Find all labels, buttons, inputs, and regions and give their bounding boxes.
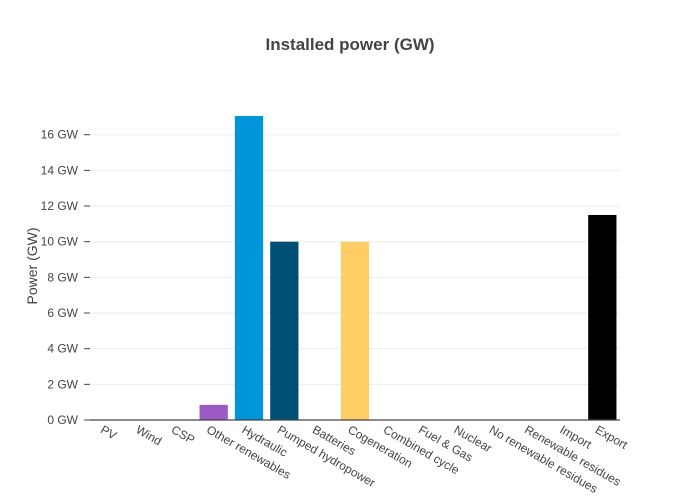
x-tick-label: Export: [593, 422, 631, 452]
x-tick-label: CSP: [169, 422, 197, 446]
y-tick-label: 0 GW: [47, 413, 78, 427]
x-tick-labels: PV Wind CSP Other renewablesHydraulicPumped…: [98, 422, 630, 495]
bars: [199, 116, 617, 420]
y-tick-label: 8 GW: [47, 270, 78, 284]
x-tick-label: PV: [98, 422, 119, 442]
x-tick-label: Wind: [134, 422, 165, 448]
bar-export[interactable]: [588, 214, 617, 420]
y-tick-label: 16 GW: [41, 128, 79, 142]
chart-title: Installed power (GW): [265, 35, 434, 54]
bar-other-renewables[interactable]: [199, 404, 228, 420]
bar-pumped-hydropower[interactable]: [270, 241, 299, 420]
y-tick-label: 2 GW: [47, 377, 78, 391]
y-tick-label: 12 GW: [41, 199, 79, 213]
y-tick-label: 10 GW: [41, 235, 79, 249]
y-tick-labels: 0 GW 2 GW 4 GW 6 GW 8 GW 10 GW 12 GW 14 GW 16 GW: [41, 128, 90, 427]
y-axis-title: Power (GW): [24, 228, 40, 305]
bar-cogeneration[interactable]: [340, 241, 370, 420]
y-tick-label: 6 GW: [47, 306, 78, 320]
y-tick-label: 4 GW: [47, 342, 78, 356]
bar-hydraulic[interactable]: [234, 116, 264, 420]
y-tick-label: 14 GW: [41, 163, 79, 177]
